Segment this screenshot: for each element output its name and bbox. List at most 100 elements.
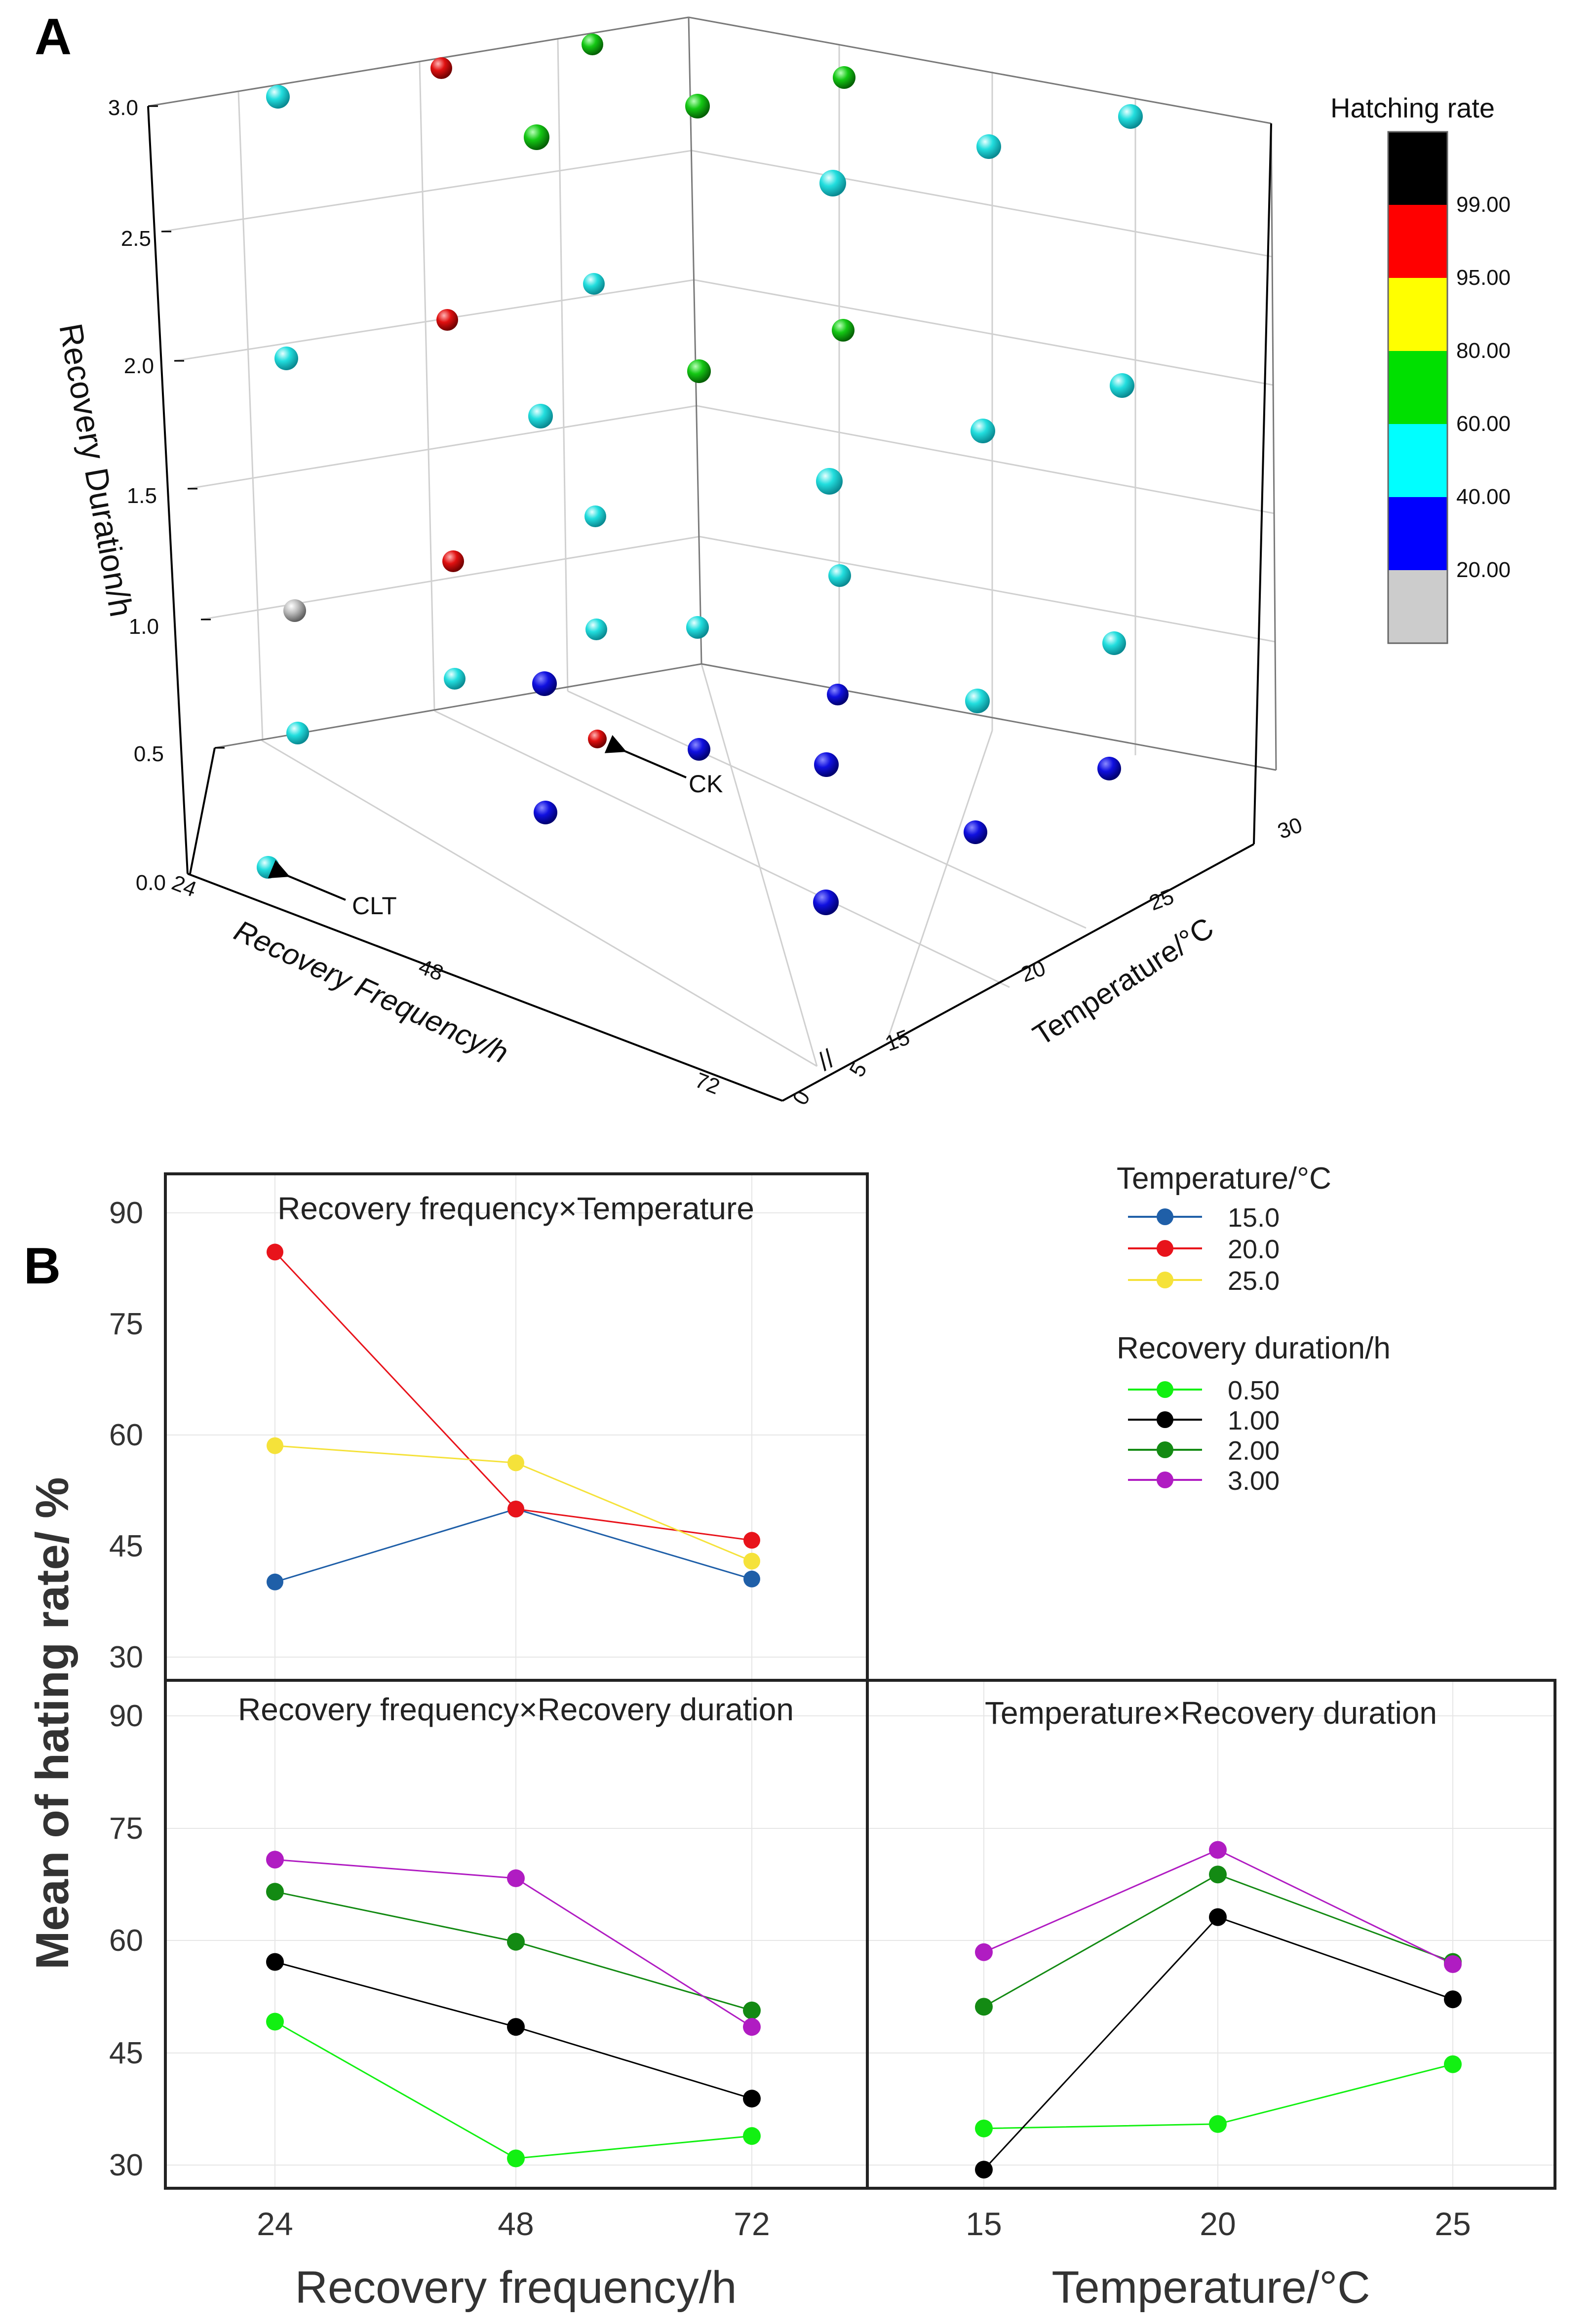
colorbar-bins <box>1388 132 1447 643</box>
colorbar-label: 99.00 <box>1456 193 1511 217</box>
point-blue <box>688 738 710 761</box>
legend-duration-item-label: 0.50 <box>1228 1376 1280 1405</box>
b3-point-1.00 <box>975 2161 993 2179</box>
legend-duration: Recovery duration/h 0.501.002.003.00 <box>1117 1331 1391 1496</box>
ck-annotation: CK <box>689 770 723 798</box>
b3-point-0.50 <box>1209 2115 1227 2133</box>
legend-temperature-item-label: 15.0 <box>1228 1203 1280 1233</box>
b2-xtick-72: 72 <box>734 2206 770 2242</box>
colorbar-bin <box>1388 278 1447 351</box>
colorbar-label: 95.00 <box>1456 266 1511 290</box>
b2-ytick-60: 60 <box>109 1924 143 1958</box>
colorbar-bin <box>1388 570 1447 643</box>
b2-line-0.50 <box>274 2021 752 2160</box>
y-tick-30: 30 <box>1275 813 1306 844</box>
b-gridlines <box>165 1174 1555 2188</box>
b2-title: Recovery frequency×Recovery duration <box>238 1692 794 1727</box>
point-cyan <box>584 505 606 527</box>
point-cyan <box>274 347 298 370</box>
x-tick-24: 24 <box>168 871 199 902</box>
point-cyan <box>1110 373 1134 398</box>
point-blue <box>532 671 557 696</box>
b1-line-15.0 <box>274 1508 752 1583</box>
point-blue <box>534 801 557 824</box>
b3-point-2.00 <box>975 1998 993 2016</box>
z-tick-2.5: 2.5 <box>121 227 151 251</box>
legend-temperature-item-marker <box>1157 1240 1173 1257</box>
b2-point-3.00 <box>743 2018 761 2036</box>
legend-temperature-item-marker <box>1157 1272 1173 1288</box>
clt-arrow <box>268 860 346 901</box>
colorbar-title: Hatching rate <box>1330 92 1495 123</box>
legend-duration-item-label: 1.00 <box>1228 1406 1280 1435</box>
point-gray <box>283 599 306 622</box>
colorbar-label: 20.00 <box>1456 558 1511 582</box>
b1-point-25.0 <box>743 1552 760 1570</box>
point-green <box>687 359 711 383</box>
b1-ytick-30: 30 <box>109 1640 143 1674</box>
point-cyan <box>257 856 279 879</box>
b2-point-2.00 <box>266 1883 284 1901</box>
b1-title: Recovery frequency×Temperature <box>277 1191 754 1226</box>
3d-axes <box>147 106 1272 1102</box>
b2-point-2.00 <box>507 1933 525 1951</box>
point-cyan <box>444 668 466 690</box>
legend-duration-item-label: 3.00 <box>1228 1466 1280 1496</box>
legend-duration-item-marker <box>1157 1381 1173 1398</box>
point-cyan <box>286 722 309 744</box>
legend-temperature-item-label: 25.0 <box>1228 1266 1280 1296</box>
point-blue <box>964 820 987 844</box>
panel-a: A <box>35 8 1511 1109</box>
b1-ytick-60: 60 <box>109 1418 143 1452</box>
b2-x-label: Recovery frequency/h <box>295 2262 737 2313</box>
panel-b-label: B <box>24 1238 61 1295</box>
legend-temperature-item-marker <box>1157 1208 1173 1225</box>
b3-frame <box>866 1679 1556 2190</box>
point-blue <box>1097 757 1121 780</box>
b1-ytick-45: 45 <box>109 1529 143 1563</box>
colorbar-bin <box>1388 351 1447 424</box>
point-cyan <box>1102 631 1126 655</box>
b2-line-2.00 <box>274 1891 752 2012</box>
b2-ytick-30: 30 <box>109 2148 143 2182</box>
b3-x-ticks: 15 20 25 <box>966 2206 1471 2242</box>
b1-point-25.0 <box>507 1454 524 1472</box>
b1-ytick-75: 75 <box>109 1307 143 1341</box>
point-cyan <box>965 689 990 713</box>
point-blue <box>813 890 839 915</box>
point-cyan <box>819 170 846 196</box>
b2-ytick-75: 75 <box>109 1812 143 1846</box>
z-tick-0.5: 0.5 <box>134 742 164 766</box>
point-cyan <box>828 564 851 587</box>
b1-series <box>267 1243 760 1590</box>
panel-a-label: A <box>35 8 72 66</box>
b2-point-1.00 <box>507 2018 525 2036</box>
b3-xtick-15: 15 <box>966 2206 1002 2242</box>
b1-y-ticks: 90 75 60 45 30 <box>109 1196 143 1674</box>
point-red <box>430 57 452 79</box>
x-axis-ticks: 24 48 72 <box>168 871 723 1099</box>
b1-point-20.0 <box>267 1243 283 1261</box>
x-tick-72: 72 <box>692 1068 723 1099</box>
b2-x-ticks: 24 48 72 <box>257 2206 770 2242</box>
z-tick-3.0: 3.0 <box>108 96 138 120</box>
colorbar-bin <box>1388 424 1447 497</box>
legend-temperature: Temperature/°C 15.020.025.0 <box>1117 1162 1331 1296</box>
b1-point-15.0 <box>743 1570 760 1588</box>
legend-temperature-item-label: 20.0 <box>1228 1235 1280 1264</box>
b3-point-2.00 <box>1209 1865 1227 1884</box>
legend-temperature-title: Temperature/°C <box>1117 1162 1331 1196</box>
y-tick-5: 5 <box>845 1058 872 1081</box>
b1-point-20.0 <box>743 1532 760 1549</box>
b2-ytick-45: 45 <box>109 2036 143 2070</box>
y-axis-label: Temperature/°C <box>1027 911 1219 1052</box>
x-tick-48: 48 <box>415 955 446 986</box>
b2-point-1.00 <box>743 2090 761 2108</box>
legend-duration-item-marker <box>1157 1441 1173 1458</box>
b3-point-1.00 <box>1444 1990 1462 2009</box>
clt-annotation: CLT <box>352 892 397 920</box>
colorbar-frame <box>1387 131 1448 644</box>
legend-temperature-items: 15.020.025.0 <box>1128 1203 1280 1296</box>
point-blue <box>814 752 839 777</box>
